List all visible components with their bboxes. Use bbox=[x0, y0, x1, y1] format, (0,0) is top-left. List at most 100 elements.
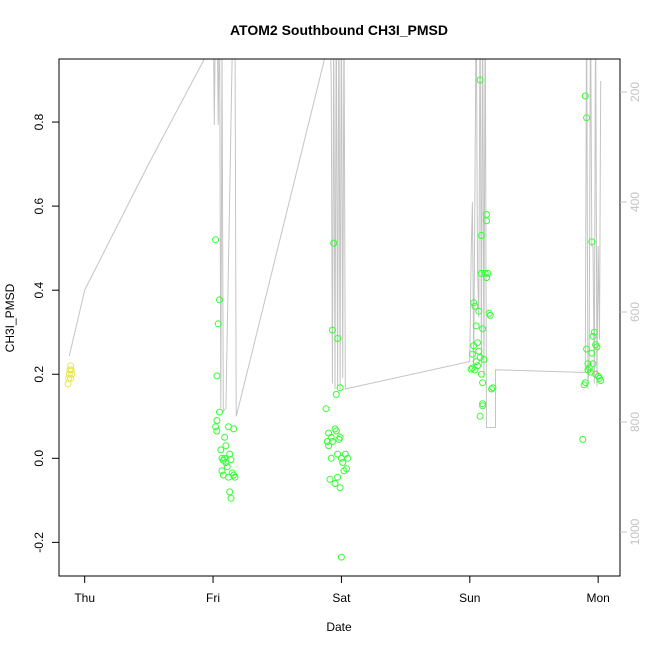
altitude-trace-line bbox=[68, 59, 602, 428]
chart-title: ATOM2 Southbound CH3I_PMSD bbox=[230, 22, 448, 38]
data-point bbox=[325, 442, 333, 450]
data-point bbox=[214, 320, 222, 328]
data-point bbox=[479, 400, 487, 408]
y-tick-label: -0.2 bbox=[32, 532, 46, 553]
data-point bbox=[475, 307, 483, 315]
data-point bbox=[589, 332, 597, 340]
data-point bbox=[332, 390, 340, 398]
data-point bbox=[474, 339, 481, 347]
data-point bbox=[477, 370, 485, 378]
data-point bbox=[336, 384, 344, 392]
data-point bbox=[223, 463, 231, 471]
data-point bbox=[231, 473, 239, 481]
data-point bbox=[68, 370, 76, 378]
data-point bbox=[592, 370, 600, 378]
data-point bbox=[213, 417, 221, 424]
data-point bbox=[213, 427, 221, 435]
data-point bbox=[588, 238, 596, 246]
altitude-trace-layer bbox=[68, 59, 602, 428]
data-point bbox=[584, 366, 592, 374]
plot-frame bbox=[58, 58, 621, 577]
data-point bbox=[226, 488, 234, 496]
data-point bbox=[212, 236, 220, 244]
data-point bbox=[486, 311, 494, 319]
data-point bbox=[489, 384, 497, 392]
y-tick-label: 0.2 bbox=[32, 366, 46, 383]
data-point bbox=[327, 433, 335, 441]
data-point bbox=[218, 467, 226, 475]
y-tick-label: 0.4 bbox=[32, 282, 46, 299]
data-point bbox=[337, 553, 345, 561]
y-axis-label: CH3I_PMSD bbox=[3, 283, 17, 352]
x-tick-label: Mon bbox=[587, 591, 610, 605]
data-point bbox=[334, 450, 342, 458]
data-point bbox=[330, 239, 338, 247]
data-point bbox=[476, 412, 484, 420]
data-point bbox=[217, 446, 225, 454]
data-point bbox=[343, 465, 351, 473]
y-axis: -0.2 0.0 0.2 0.4 0.6 0.8 bbox=[32, 113, 59, 553]
data-point bbox=[475, 347, 483, 355]
y2-tick-label: 400 bbox=[628, 192, 642, 212]
y2-tick-label: 600 bbox=[628, 302, 642, 322]
data-point bbox=[472, 322, 480, 330]
y-tick-label: 0.6 bbox=[32, 197, 46, 214]
data-point bbox=[339, 459, 347, 466]
data-point bbox=[479, 325, 487, 333]
data-point bbox=[322, 405, 330, 413]
y2-tick-label: 1000 bbox=[628, 518, 642, 545]
data-point bbox=[581, 92, 589, 100]
data-point bbox=[67, 362, 75, 370]
data-point bbox=[488, 385, 496, 393]
data-point bbox=[227, 494, 235, 502]
data-point bbox=[468, 350, 476, 358]
data-point bbox=[579, 435, 587, 443]
data-point bbox=[212, 423, 220, 431]
x-axis-label: Date bbox=[326, 620, 352, 634]
y2-tick-label: 200 bbox=[628, 82, 642, 102]
data-point bbox=[589, 360, 597, 368]
data-point bbox=[222, 459, 230, 466]
data-point bbox=[216, 408, 223, 416]
data-point bbox=[336, 484, 344, 492]
data-point bbox=[597, 377, 605, 384]
data-point bbox=[477, 269, 485, 277]
data-point bbox=[331, 480, 339, 487]
data-point bbox=[471, 302, 479, 310]
data-point bbox=[328, 326, 336, 334]
data-point bbox=[65, 370, 73, 378]
y2-tick-label: 800 bbox=[628, 412, 642, 432]
data-point bbox=[583, 114, 591, 122]
data-point bbox=[590, 328, 598, 336]
data-point bbox=[583, 345, 591, 353]
data-point bbox=[472, 358, 480, 366]
x-axis: Thu Fri Sat Sun Mon bbox=[74, 576, 610, 605]
data-point bbox=[222, 442, 230, 450]
data-point bbox=[581, 379, 589, 387]
x-tick-label: Sat bbox=[332, 591, 351, 605]
data-point bbox=[483, 274, 490, 282]
data-point bbox=[227, 456, 235, 464]
data-point bbox=[336, 433, 344, 441]
data-point bbox=[221, 454, 229, 462]
y-tick-label: 0.0 bbox=[32, 450, 46, 467]
data-point bbox=[483, 217, 490, 225]
data-point bbox=[467, 365, 475, 373]
data-point bbox=[480, 356, 488, 363]
data-point bbox=[344, 454, 352, 462]
data-point bbox=[326, 475, 334, 483]
data-point bbox=[67, 374, 75, 382]
data-point bbox=[327, 454, 335, 462]
data-point bbox=[477, 232, 485, 239]
data-point bbox=[471, 366, 479, 374]
data-points-layer bbox=[64, 76, 605, 561]
x-tick-label: Sun bbox=[459, 591, 480, 605]
data-point bbox=[328, 438, 336, 445]
data-point bbox=[588, 349, 596, 357]
data-point bbox=[470, 299, 478, 307]
data-point bbox=[67, 366, 75, 374]
data-point bbox=[230, 425, 238, 433]
data-point bbox=[216, 296, 223, 304]
data-point bbox=[481, 269, 489, 277]
